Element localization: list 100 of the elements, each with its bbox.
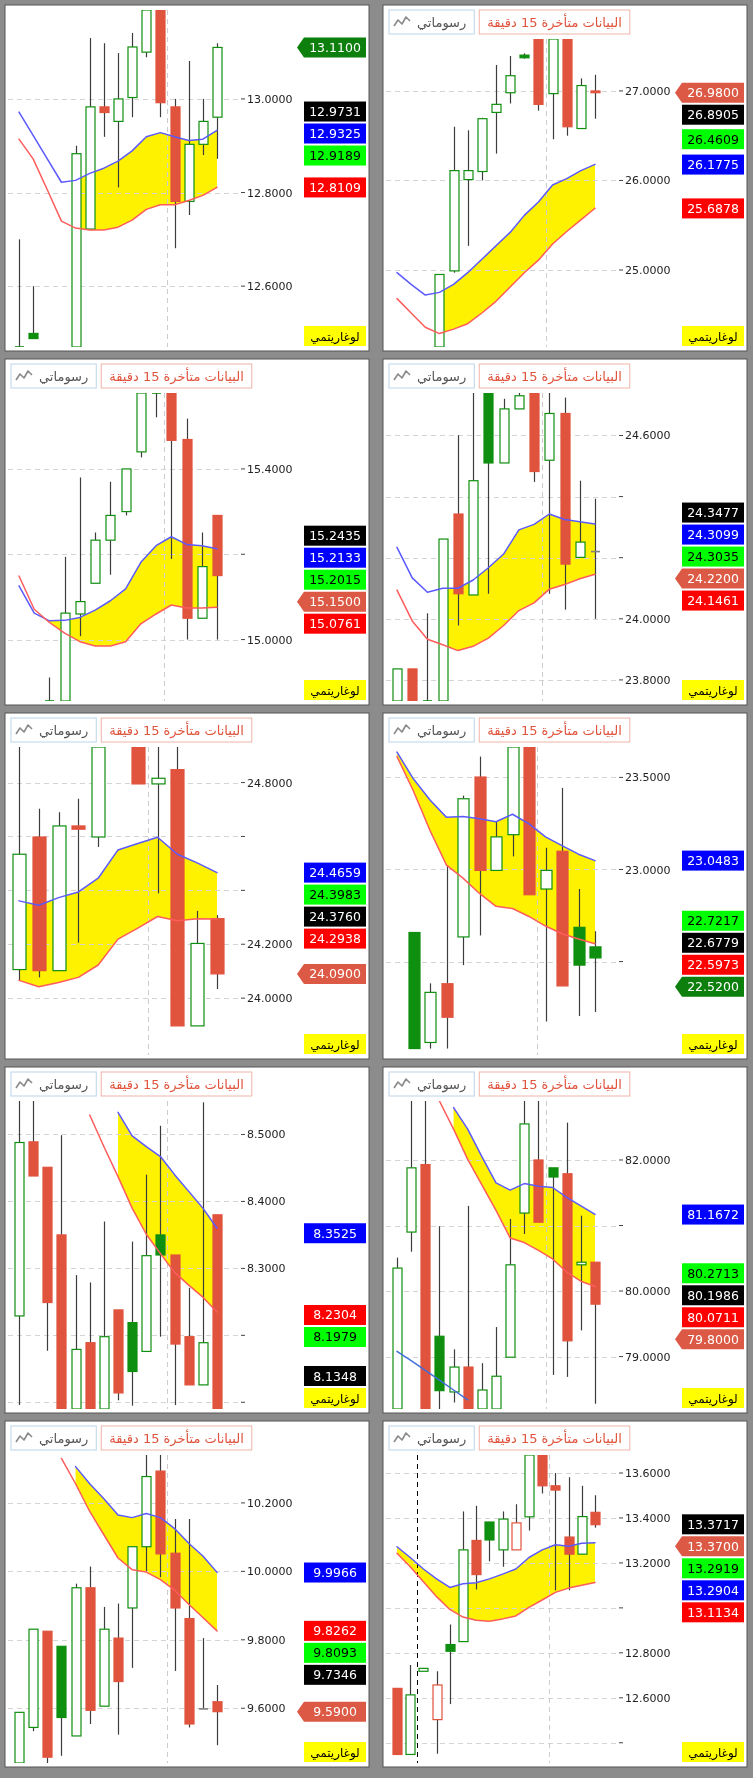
y-tick-label: 23.0000 xyxy=(625,863,671,877)
y-tick-label: 79.0000 xyxy=(625,1350,671,1364)
y-tick-label: 25.0000 xyxy=(625,264,671,277)
text: البيانات متأخرة 15 دقيقة xyxy=(109,367,244,385)
text: 8.1348 xyxy=(313,1368,357,1384)
text: لوغاريتمي xyxy=(310,1038,360,1053)
y-tick-label: 15.0000 xyxy=(247,633,293,647)
line-series xyxy=(18,915,218,988)
text: 24.2938 xyxy=(309,931,361,947)
line-series xyxy=(18,111,218,183)
text: 22.5200 xyxy=(687,979,739,995)
text: 25.6878 xyxy=(687,200,739,216)
text: 15.2435 xyxy=(309,528,361,544)
line-series xyxy=(18,836,218,906)
line-series xyxy=(18,138,218,231)
text: لوغاريتمي xyxy=(310,684,360,699)
y-tick-label: 24.8000 xyxy=(247,776,293,790)
text: رسوماتي xyxy=(417,723,467,739)
text: لوغاريتمي xyxy=(310,1392,360,1407)
text: 22.7217 xyxy=(687,913,739,929)
text: 26.1775 xyxy=(687,157,739,173)
text: 12.9731 xyxy=(309,104,361,120)
y-tick-label: 23.5000 xyxy=(625,771,671,785)
text: 24.3983 xyxy=(309,887,361,903)
text: البيانات متأخرة 15 دقيقة xyxy=(487,13,622,31)
text: لوغاريتمي xyxy=(310,1746,360,1761)
y-tick-label: 13.2000 xyxy=(625,1556,671,1570)
text: رسوماتي xyxy=(39,1431,89,1447)
text: 24.3760 xyxy=(309,909,361,925)
text: رسوماتي xyxy=(39,1077,89,1093)
line-series xyxy=(396,751,596,862)
text: 15.1500 xyxy=(309,594,361,610)
text: 24.4659 xyxy=(309,865,361,881)
text: 80.2713 xyxy=(687,1265,739,1281)
y-tick-label: 9.8000 xyxy=(247,1633,286,1647)
y-tick-label: 12.6000 xyxy=(625,1691,671,1705)
text: 9.5900 xyxy=(313,1704,357,1720)
y-tick-label: 24.2000 xyxy=(247,938,293,952)
text: رسوماتي xyxy=(417,1077,467,1093)
y-tick-label: 12.8000 xyxy=(247,186,293,200)
text: 15.2133 xyxy=(309,550,361,566)
y-tick-label: 15.4000 xyxy=(247,462,293,476)
text: رسوماتي xyxy=(417,15,467,31)
text: 9.9966 xyxy=(313,1565,357,1581)
text: 26.4609 xyxy=(687,131,739,147)
y-tick-label: 82.0000 xyxy=(625,1153,671,1167)
line-series xyxy=(18,536,218,622)
line-series xyxy=(117,1111,218,1229)
text: لوغاريتمي xyxy=(688,1746,738,1761)
text: لوغاريتمي xyxy=(688,1392,738,1407)
text: 13.2919 xyxy=(687,1560,739,1576)
text: 22.5973 xyxy=(687,957,739,973)
y-tick-label: 13.4000 xyxy=(625,1511,671,1525)
line-series xyxy=(60,1457,218,1632)
text: 24.1461 xyxy=(687,593,739,609)
y-tick-label: 13.0000 xyxy=(247,92,293,106)
text: البيانات متأخرة 15 دقيقة xyxy=(109,1075,244,1093)
text: 24.3099 xyxy=(687,527,739,543)
text: 24.0900 xyxy=(309,966,361,982)
text: 9.7346 xyxy=(313,1667,357,1683)
text: لوغاريتمي xyxy=(688,330,738,345)
line-series xyxy=(74,1465,218,1574)
y-tick-label: 23.8000 xyxy=(625,673,671,687)
line-series xyxy=(396,163,596,296)
text: 24.3035 xyxy=(687,549,739,565)
line-series xyxy=(396,513,596,593)
text: رسوماتي xyxy=(417,369,467,385)
line-series xyxy=(396,1350,469,1401)
y-tick-label: 26.0000 xyxy=(625,174,671,188)
y-tick-label: 12.6000 xyxy=(247,280,293,294)
text: البيانات متأخرة 15 دقيقة xyxy=(487,721,622,739)
y-tick-label: 10.2000 xyxy=(247,1496,293,1510)
text: 12.9189 xyxy=(309,148,361,164)
y-tick-label: 24.0000 xyxy=(625,612,671,626)
text: 8.2304 xyxy=(313,1307,357,1323)
text: البيانات متأخرة 15 دقيقة xyxy=(109,721,244,739)
y-tick-label: 12.8000 xyxy=(625,1646,671,1660)
text: 9.8093 xyxy=(313,1645,357,1661)
line-series xyxy=(452,1106,596,1216)
text: 9.8262 xyxy=(313,1623,357,1639)
text: 12.8109 xyxy=(309,179,361,195)
y-tick-label: 24.6000 xyxy=(625,429,671,443)
text: 23.0483 xyxy=(687,853,739,869)
text: 15.0761 xyxy=(309,616,361,632)
text: لوغاريتمي xyxy=(688,1038,738,1053)
y-tick-label: 8.4000 xyxy=(247,1195,286,1209)
text: 13.3717 xyxy=(687,1516,739,1532)
line-series xyxy=(396,573,596,652)
text: 26.9800 xyxy=(687,85,739,101)
y-tick-label: 24.0000 xyxy=(247,992,293,1006)
text: رسوماتي xyxy=(39,369,89,385)
text: رسوماتي xyxy=(417,1431,467,1447)
text: لوغاريتمي xyxy=(688,684,738,699)
text: 22.6779 xyxy=(687,935,739,951)
text: 8.1979 xyxy=(313,1329,357,1345)
y-tick-label: 9.6000 xyxy=(247,1702,286,1716)
text: 13.1134 xyxy=(687,1604,739,1620)
text: 13.3700 xyxy=(687,1538,739,1554)
text: لوغاريتمي xyxy=(310,330,360,345)
text: 26.8905 xyxy=(687,107,739,123)
